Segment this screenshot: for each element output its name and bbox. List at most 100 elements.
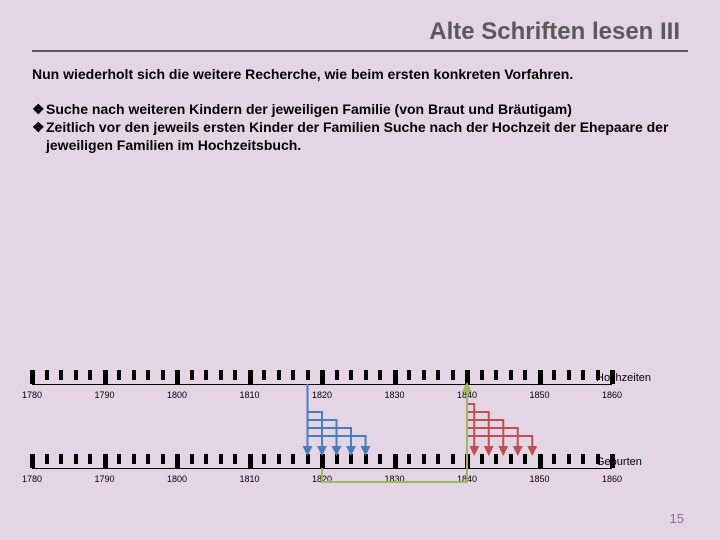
year-label: 1810 xyxy=(239,474,259,484)
year-label: 1790 xyxy=(94,474,114,484)
tick xyxy=(320,454,325,468)
timeline-geburten: 178017901800181018201830184018501860 xyxy=(32,454,688,494)
tick xyxy=(567,454,571,464)
tick-band-bot xyxy=(32,454,612,468)
tick xyxy=(59,370,63,380)
year-label: 1820 xyxy=(312,474,332,484)
tick xyxy=(306,370,310,380)
tick xyxy=(378,454,382,464)
tick xyxy=(494,370,498,380)
tick xyxy=(291,370,295,380)
tick xyxy=(494,454,498,464)
tick xyxy=(349,370,353,380)
tick xyxy=(378,370,382,380)
tick xyxy=(465,370,470,384)
tick xyxy=(88,370,92,380)
tick xyxy=(306,454,310,464)
tick xyxy=(88,454,92,464)
tick xyxy=(581,370,585,380)
year-label: 1850 xyxy=(529,390,549,400)
tick xyxy=(117,370,121,380)
tick xyxy=(233,454,237,464)
tick xyxy=(552,454,556,464)
year-label: 1850 xyxy=(529,474,549,484)
axis-label-geburten: Geburten xyxy=(596,456,642,468)
title-underline xyxy=(32,50,688,52)
year-label: 1860 xyxy=(602,474,622,484)
tick xyxy=(335,454,339,464)
tick xyxy=(552,370,556,380)
year-label: 1780 xyxy=(22,474,42,484)
year-labels-bot: 178017901800181018201830184018501860 xyxy=(32,474,612,488)
list-item: ❖ Zeitlich vor den jeweils ersten Kinder… xyxy=(32,118,688,154)
timeline-hochzeiten: 178017901800181018201830184018501860 xyxy=(32,370,688,410)
tick xyxy=(581,454,585,464)
tick xyxy=(523,454,527,464)
tick xyxy=(74,370,78,380)
tick xyxy=(393,454,398,468)
tick xyxy=(146,370,150,380)
year-label: 1800 xyxy=(167,474,187,484)
tick xyxy=(523,370,527,380)
tick xyxy=(538,454,543,468)
tick xyxy=(103,454,108,468)
bullet-text: Suche nach weiteren Kindern der jeweilig… xyxy=(46,100,572,118)
page-title: Alte Schriften lesen III xyxy=(429,18,680,46)
tick xyxy=(233,370,237,380)
tick xyxy=(364,370,368,380)
tick xyxy=(480,370,484,380)
tick xyxy=(190,370,194,380)
year-label: 1840 xyxy=(457,390,477,400)
timeline-rule xyxy=(32,384,612,385)
list-item: ❖ Suche nach weiteren Kindern der jeweil… xyxy=(32,100,688,118)
year-labels-top: 178017901800181018201830184018501860 xyxy=(32,390,612,404)
tick xyxy=(422,370,426,380)
tick xyxy=(422,454,426,464)
tick xyxy=(436,454,440,464)
tick xyxy=(451,370,455,380)
tick xyxy=(219,454,223,464)
bullet-text: Zeitlich vor den jeweils ersten Kinder d… xyxy=(46,118,688,154)
tick xyxy=(161,454,165,464)
tick xyxy=(30,454,35,468)
tick xyxy=(407,370,411,380)
tick xyxy=(30,370,35,384)
tick xyxy=(117,454,121,464)
tick xyxy=(103,370,108,384)
tick xyxy=(509,370,513,380)
year-label: 1860 xyxy=(602,390,622,400)
tick xyxy=(393,370,398,384)
page-number: 15 xyxy=(670,511,684,526)
tick xyxy=(262,454,266,464)
tick xyxy=(364,454,368,464)
tick xyxy=(248,454,253,468)
tick xyxy=(277,370,281,380)
tick-band-top xyxy=(32,370,612,384)
tick xyxy=(407,454,411,464)
tick xyxy=(291,454,295,464)
tick xyxy=(45,454,49,464)
tick xyxy=(335,370,339,380)
year-label: 1830 xyxy=(384,390,404,400)
tick xyxy=(451,454,455,464)
tick xyxy=(132,370,136,380)
axis-label-hochzeiten: Hochzeiten xyxy=(596,372,651,384)
tick xyxy=(509,454,513,464)
tick xyxy=(204,370,208,380)
year-label: 1810 xyxy=(239,390,259,400)
bullet-list: ❖ Suche nach weiteren Kindern der jeweil… xyxy=(32,100,688,155)
tick xyxy=(219,370,223,380)
year-label: 1840 xyxy=(457,474,477,484)
tick xyxy=(480,454,484,464)
tick xyxy=(45,370,49,380)
tick xyxy=(146,454,150,464)
bullet-mark: ❖ xyxy=(32,100,46,118)
tick xyxy=(262,370,266,380)
tick xyxy=(175,370,180,384)
year-label: 1820 xyxy=(312,390,332,400)
year-label: 1830 xyxy=(384,474,404,484)
tick xyxy=(175,454,180,468)
tick xyxy=(248,370,253,384)
tick xyxy=(132,454,136,464)
tick xyxy=(436,370,440,380)
